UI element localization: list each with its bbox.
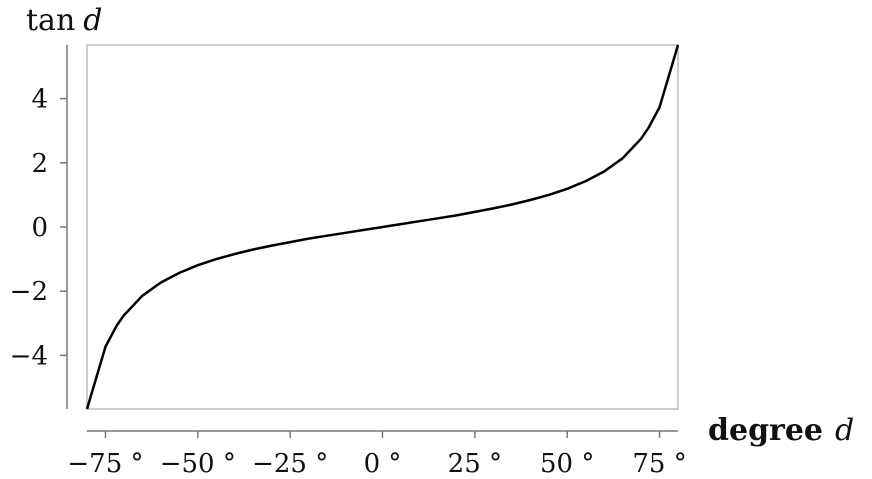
y-tick-label: 4 <box>31 85 48 115</box>
y-tick-label: −2 <box>10 277 48 307</box>
x-axis-title: degree d <box>708 413 854 448</box>
x-axis-title-var: d <box>835 413 854 448</box>
y-axis-title-fn: tan <box>26 3 75 38</box>
x-tick-label: 25 ° <box>448 449 502 479</box>
y-tick-label: 2 <box>31 149 48 179</box>
x-tick-label: 0 ° <box>364 449 402 479</box>
x-ticks: −75 ° −50 ° −25 ° 0 ° 25 ° 50 ° 75 ° <box>67 431 687 479</box>
y-axis-title-var: d <box>83 3 102 38</box>
x-axis-title-word: degree <box>708 413 823 448</box>
y-ticks: −4 −2 0 2 4 <box>10 85 67 371</box>
x-tick-label: 50 ° <box>540 449 594 479</box>
plot-frame <box>86 44 679 410</box>
y-axis-title: tan d <box>26 3 102 38</box>
x-tick-label: 75 ° <box>632 449 686 479</box>
tan-series-line <box>85 44 680 410</box>
x-tick-label: −50 ° <box>160 449 236 479</box>
x-tick-label: −75 ° <box>67 449 143 479</box>
y-tick-label: 0 <box>31 213 48 243</box>
x-tick-label: −25 ° <box>252 449 328 479</box>
y-tick-label: −4 <box>10 341 48 371</box>
